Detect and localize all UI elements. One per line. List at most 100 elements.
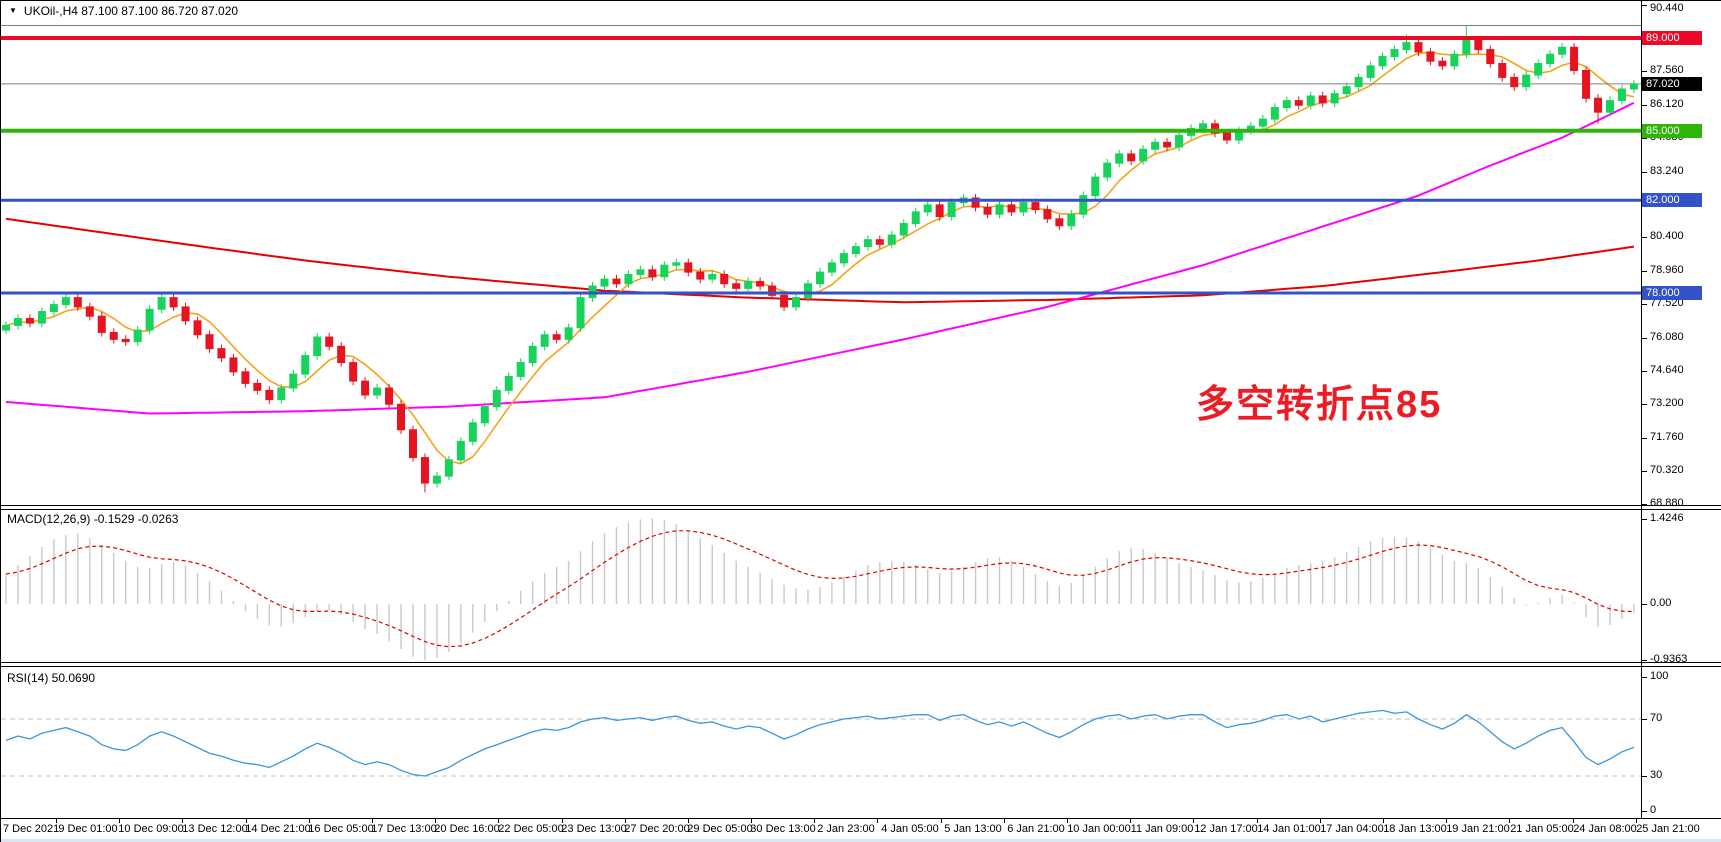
time-axis-label[interactable]: 10 Dec 09:00 — [118, 823, 184, 835]
time-axis-label[interactable]: 7 Dec 2021 — [3, 823, 60, 835]
chart-titlebar: ▼ UKOil-,H4 87.100 87.100 86.720 87.020 — [1, 1, 1641, 25]
macd-indicator-canvas[interactable] — [1, 510, 1641, 662]
macd-0.00-tick — [1642, 604, 1647, 605]
time-axis-label[interactable]: 2 Jan 23:00 — [817, 823, 875, 835]
chevron-down-icon[interactable]: ▼ — [9, 6, 17, 15]
time-axis-label[interactable]: 24 Jan 08:00 — [1573, 823, 1637, 835]
price-83.240-tick — [1642, 172, 1647, 173]
price-70.320-label: 70.320 — [1650, 464, 1684, 476]
rsi-panel-top-border[interactable] — [1, 666, 1721, 667]
time-axis-tick — [119, 819, 120, 823]
time-axis-label[interactable]: 20 Dec 16:00 — [434, 823, 500, 835]
rsi-100-tick — [1642, 677, 1647, 678]
time-axis-label[interactable]: 6 Jan 21:00 — [1007, 823, 1065, 835]
price-chart-canvas[interactable] — [1, 25, 1641, 506]
time-axis-label[interactable]: 12 Jan 17:00 — [1194, 823, 1258, 835]
price-73.200-label: 73.200 — [1650, 397, 1684, 409]
current-price-tag: 87.020 — [1642, 77, 1702, 91]
time-axis-tick — [56, 819, 57, 823]
price-77.520-label: 77.520 — [1650, 297, 1684, 309]
price-74.640-tick — [1642, 371, 1647, 372]
time-axis-tick — [246, 819, 247, 823]
time-axis-label[interactable]: 4 Jan 05:00 — [881, 823, 939, 835]
time-axis-tick — [435, 819, 436, 823]
price-80.400-tick — [1642, 237, 1647, 238]
time-axis-label[interactable]: 16 Dec 05:00 — [308, 823, 374, 835]
rsi-30-label: 30 — [1650, 769, 1663, 781]
time-axis-label[interactable]: 18 Jan 13:00 — [1383, 823, 1447, 835]
time-axis-tick — [1636, 819, 1637, 823]
macd--0.9363-label: -0.9363 — [1650, 653, 1688, 665]
price-90.440-label: 90.440 — [1650, 2, 1684, 14]
time-axis-label[interactable]: 14 Dec 21:00 — [245, 823, 311, 835]
time-axis-tick — [182, 819, 183, 823]
time-axis-tick — [498, 819, 499, 823]
price-76.080-tick — [1642, 338, 1647, 339]
price-87.560-label: 87.560 — [1650, 64, 1684, 76]
macd-panel-bottom-border[interactable] — [1, 662, 1721, 663]
rsi-70-label: 70 — [1650, 712, 1663, 724]
rsi-30-tick — [1642, 776, 1647, 777]
price-86.120-label: 86.120 — [1650, 98, 1684, 110]
time-axis-label[interactable]: 10 Jan 00:00 — [1067, 823, 1131, 835]
time-axis-label[interactable]: 27 Dec 20:00 — [624, 823, 690, 835]
price-80.400-label: 80.400 — [1650, 230, 1684, 242]
time-axis-label[interactable]: 13 Dec 12:00 — [182, 823, 248, 835]
price-86.120-tick — [1642, 105, 1647, 106]
time-axis-label[interactable]: 17 Dec 13:00 — [371, 823, 437, 835]
rsi-70-tick — [1642, 719, 1647, 720]
time-axis-tick — [1509, 819, 1510, 823]
macd-panel-top-border[interactable] — [1, 509, 1721, 510]
level-price-tag-89.000: 89.000 — [1642, 31, 1702, 45]
price-axis-column[interactable]: 90.44087.56086.12084.68083.24081.84080.4… — [1642, 1, 1721, 839]
price-78.960-tick — [1642, 271, 1647, 272]
level-price-tag-78.000: 78.000 — [1642, 286, 1702, 300]
price-71.760-label: 71.760 — [1650, 431, 1684, 443]
price-macd-divider — [1, 505, 1721, 506]
time-axis-label[interactable]: 11 Jan 09:00 — [1130, 823, 1194, 835]
time-axis-label[interactable]: 9 Dec 01:00 — [58, 823, 118, 835]
price-77.520-tick — [1642, 304, 1647, 305]
time-axis[interactable]: 7 Dec 2021 9 Dec 01:00 10 Dec 09:00 13 Dec … — [1, 819, 1721, 839]
price-76.080-label: 76.080 — [1650, 331, 1684, 343]
price-73.200-tick — [1642, 404, 1647, 405]
horizontal-scrollbar[interactable] — [1, 839, 1721, 842]
time-axis-tick — [1193, 819, 1194, 823]
time-axis-tick — [1383, 819, 1384, 823]
time-axis-label[interactable]: 23 Dec 13:00 — [561, 823, 627, 835]
price-74.640-label: 74.640 — [1650, 364, 1684, 376]
time-axis-label[interactable]: 30 Dec 13:00 — [750, 823, 816, 835]
time-axis-label[interactable]: 19 Jan 21:00 — [1446, 823, 1510, 835]
time-axis-tick — [751, 819, 752, 823]
rsi-indicator-canvas[interactable] — [1, 667, 1641, 818]
macd-1.4246-label: 1.4246 — [1650, 512, 1684, 524]
price-68.880-label: 68.880 — [1650, 497, 1684, 509]
price-78.960-label: 78.960 — [1650, 264, 1684, 276]
time-axis-tick — [1004, 819, 1005, 823]
macd-0.00-label: 0.00 — [1650, 597, 1672, 609]
time-axis-label[interactable]: 25 Jan 21:00 — [1636, 823, 1700, 835]
time-axis-label[interactable]: 29 Dec 05:00 — [687, 823, 753, 835]
price-70.320-tick — [1642, 471, 1647, 472]
macd--0.9363-tick — [1642, 660, 1647, 661]
time-axis-label[interactable]: 22 Dec 05:00 — [498, 823, 564, 835]
time-axis-tick — [372, 819, 373, 823]
rsi-indicator-label: RSI(14) 50.0690 — [7, 671, 96, 685]
time-axis-tick — [1573, 819, 1574, 823]
rsi-0-label: 0 — [1650, 804, 1657, 816]
price-84.680-tick — [1642, 138, 1647, 139]
time-axis-tick — [562, 819, 563, 823]
price-71.760-tick — [1642, 438, 1647, 439]
price-87.560-tick — [1642, 71, 1647, 72]
time-axis-tick — [1320, 819, 1321, 823]
time-axis-tick — [814, 819, 815, 823]
time-axis-label[interactable]: 21 Jan 05:00 — [1510, 823, 1574, 835]
time-axis-label[interactable]: 5 Jan 13:00 — [944, 823, 1002, 835]
time-axis-label[interactable]: 17 Jan 04:00 — [1320, 823, 1384, 835]
rsi-0-tick — [1642, 811, 1647, 812]
macd-indicator-label: MACD(12,26,9) -0.1529 -0.0263 — [7, 512, 179, 526]
time-axis-label[interactable]: 14 Jan 01:00 — [1257, 823, 1321, 835]
time-axis-tick — [1067, 819, 1068, 823]
price-68.880-tick — [1642, 504, 1647, 505]
